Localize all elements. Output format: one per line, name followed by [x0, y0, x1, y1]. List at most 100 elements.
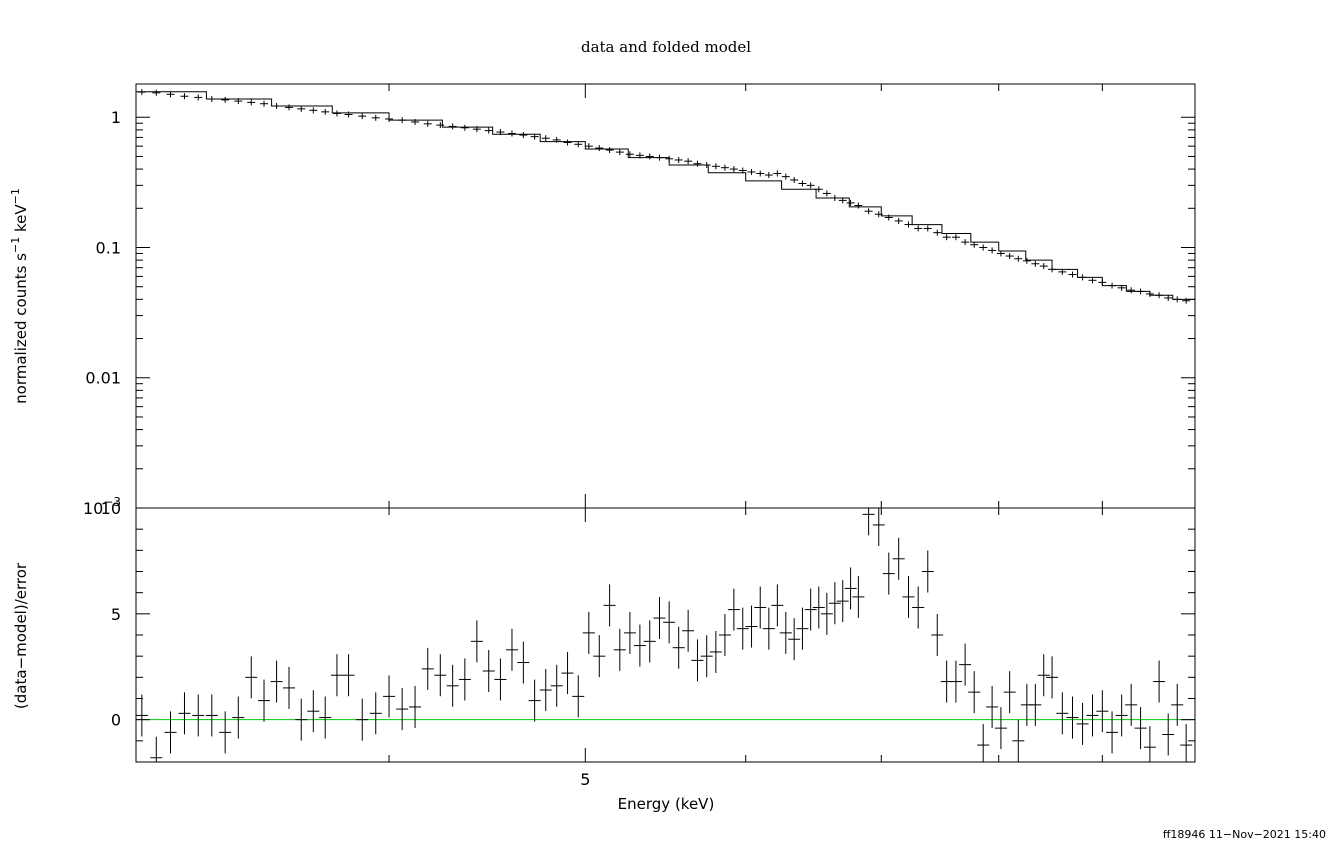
upper-y-ticks: 1 0.1 0.01 10−3	[83, 108, 1195, 518]
residual-point	[643, 620, 656, 663]
data-point	[720, 164, 729, 171]
lower-y-tick-label: 10	[101, 499, 121, 518]
data-point	[180, 93, 189, 100]
data-point	[221, 96, 230, 103]
data-point	[272, 103, 281, 110]
upper-frame	[135, 83, 1196, 509]
data-point	[798, 180, 807, 187]
data-point	[738, 167, 747, 174]
data-point	[914, 225, 923, 232]
data-point	[979, 244, 988, 251]
upper-y-tick-label: 10−3	[83, 495, 121, 518]
residual-point	[458, 658, 471, 701]
residual-point	[482, 649, 495, 692]
residual-point	[505, 628, 518, 671]
residual-point	[844, 567, 857, 610]
model-line	[136, 91, 1196, 303]
data-point	[563, 139, 572, 146]
data-point	[988, 247, 997, 254]
data-point	[436, 122, 445, 129]
data-point	[1173, 296, 1182, 303]
data-point	[1136, 288, 1145, 295]
data-point	[247, 99, 256, 106]
data-point	[1088, 277, 1097, 284]
residual-point	[356, 698, 369, 741]
residual-point	[1056, 692, 1069, 735]
residual-point	[582, 611, 595, 654]
data-point	[615, 149, 624, 156]
data-point	[234, 98, 243, 105]
residual-point	[1171, 683, 1184, 726]
residual-point	[745, 605, 758, 648]
data-point	[674, 156, 683, 163]
residual-point	[330, 654, 343, 697]
residual-point	[307, 690, 320, 733]
residual-point	[812, 586, 825, 629]
residual-point	[1106, 711, 1119, 754]
residual-point	[1153, 660, 1166, 703]
data-point	[1039, 263, 1048, 270]
data-point	[595, 145, 604, 152]
residual-point	[470, 620, 483, 663]
data-point	[484, 127, 493, 134]
residual-point	[892, 537, 905, 580]
residual-point	[994, 707, 1007, 750]
residual-point	[779, 611, 792, 654]
residual-point	[1180, 724, 1193, 762]
data-point	[625, 151, 634, 158]
residual-point	[550, 664, 563, 707]
residual-point	[164, 711, 177, 754]
lower-frame	[135, 507, 1196, 763]
residual-point	[135, 694, 148, 737]
data-point	[371, 114, 380, 121]
residual-point	[682, 609, 695, 652]
data-point	[530, 133, 539, 140]
data-point	[1117, 284, 1126, 291]
data-point	[970, 241, 979, 248]
residual-point	[977, 724, 990, 762]
residual-point	[1134, 707, 1147, 750]
data-point	[285, 104, 294, 111]
data-point	[194, 94, 203, 101]
residual-point	[613, 628, 626, 671]
data-point	[864, 208, 873, 215]
residual-point	[718, 614, 731, 656]
data-point	[385, 115, 394, 122]
data-point	[1031, 260, 1040, 267]
residual-point	[653, 597, 666, 640]
residual-point	[192, 694, 205, 737]
data-point	[806, 182, 815, 189]
data-point	[884, 214, 893, 221]
residual-point	[788, 618, 801, 661]
residual-point	[804, 588, 817, 631]
residual-point	[672, 626, 685, 669]
data-point	[541, 135, 550, 142]
residual-point	[603, 584, 616, 627]
data-point	[166, 91, 175, 98]
residual-point	[446, 664, 459, 707]
upper-y-tick-label: 1	[111, 108, 121, 127]
data-point	[711, 163, 720, 170]
upper-y-tick-label: 0.1	[96, 238, 121, 257]
residual-point	[700, 635, 713, 678]
data-point	[874, 211, 883, 218]
residual-point	[295, 698, 308, 741]
residual-point	[762, 607, 775, 650]
data-point	[1108, 282, 1117, 289]
upper-y-label: normalized counts s−1 keV−1	[9, 188, 30, 404]
data-point	[830, 194, 839, 201]
data-point	[781, 173, 790, 180]
data-point	[904, 221, 913, 228]
data-point	[764, 172, 773, 179]
data-point	[635, 152, 644, 159]
residual-point	[1115, 694, 1128, 737]
data-point	[260, 100, 269, 107]
data-point	[152, 89, 161, 96]
residual-point	[1125, 683, 1138, 726]
data-point	[1078, 274, 1087, 281]
data-point	[398, 117, 407, 124]
data-point	[137, 89, 146, 96]
upper-y-tick-label: 0.01	[85, 369, 121, 388]
data-point	[933, 229, 942, 236]
